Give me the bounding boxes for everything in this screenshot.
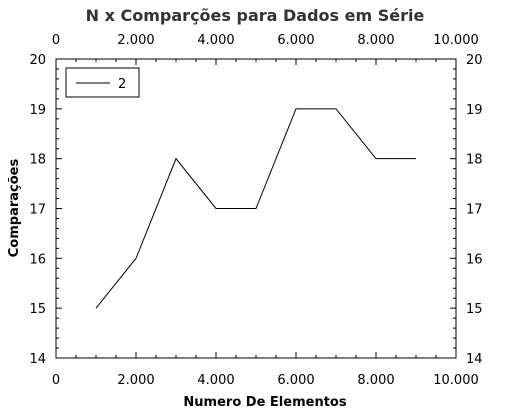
y-tick-label-right: 14 <box>466 352 483 367</box>
y-tick-label: 18 <box>29 153 46 168</box>
x-tick-label: 4.000 <box>197 373 234 388</box>
y-tick-label-right: 15 <box>466 302 483 317</box>
y-tick-label: 16 <box>29 252 46 267</box>
x-tick-label-top: 4.000 <box>197 33 234 48</box>
y-tick-label: 17 <box>29 203 46 218</box>
x-tick-label: 8.000 <box>357 373 394 388</box>
y-tick-label: 14 <box>29 352 46 367</box>
x-tick-label-top: 10.000 <box>433 33 479 48</box>
x-tick-label-top: 0 <box>52 33 60 48</box>
legend-label: 2 <box>118 77 126 92</box>
series-line <box>95 108 416 309</box>
x-tick-label: 6.000 <box>277 373 314 388</box>
x-tick-label-top: 6.000 <box>277 33 314 48</box>
legend: 2 <box>65 67 140 98</box>
y-tick-label-right: 17 <box>466 203 483 218</box>
y-tick-label: 20 <box>29 53 46 68</box>
x-axis-label: Numero De Elementos <box>183 395 346 410</box>
x-tick-label: 10.000 <box>433 373 479 388</box>
chart-title: N x Comparções para Dados em Série <box>86 6 425 25</box>
y-tick-label-right: 19 <box>466 103 483 118</box>
x-tick-label: 0 <box>52 373 60 388</box>
x-tick-label-top: 2.000 <box>117 33 154 48</box>
x-tick-label-top: 8.000 <box>357 33 394 48</box>
y-axis-label: Comparações <box>7 159 22 258</box>
y-tick-label-right: 20 <box>466 53 483 68</box>
y-tick-label: 15 <box>29 302 46 317</box>
axis-tick-labels: 0 0 2.000 2.000 4.000 4.000 6.000 6.000 8.000 8.0… <box>29 33 482 388</box>
y-tick-label-right: 16 <box>466 252 483 267</box>
x-tick-label: 2.000 <box>117 373 154 388</box>
y-tick-label: 19 <box>29 103 46 118</box>
y-tick-label-right: 18 <box>466 153 483 168</box>
axis-ticks <box>55 58 457 359</box>
series-layer <box>95 108 416 309</box>
